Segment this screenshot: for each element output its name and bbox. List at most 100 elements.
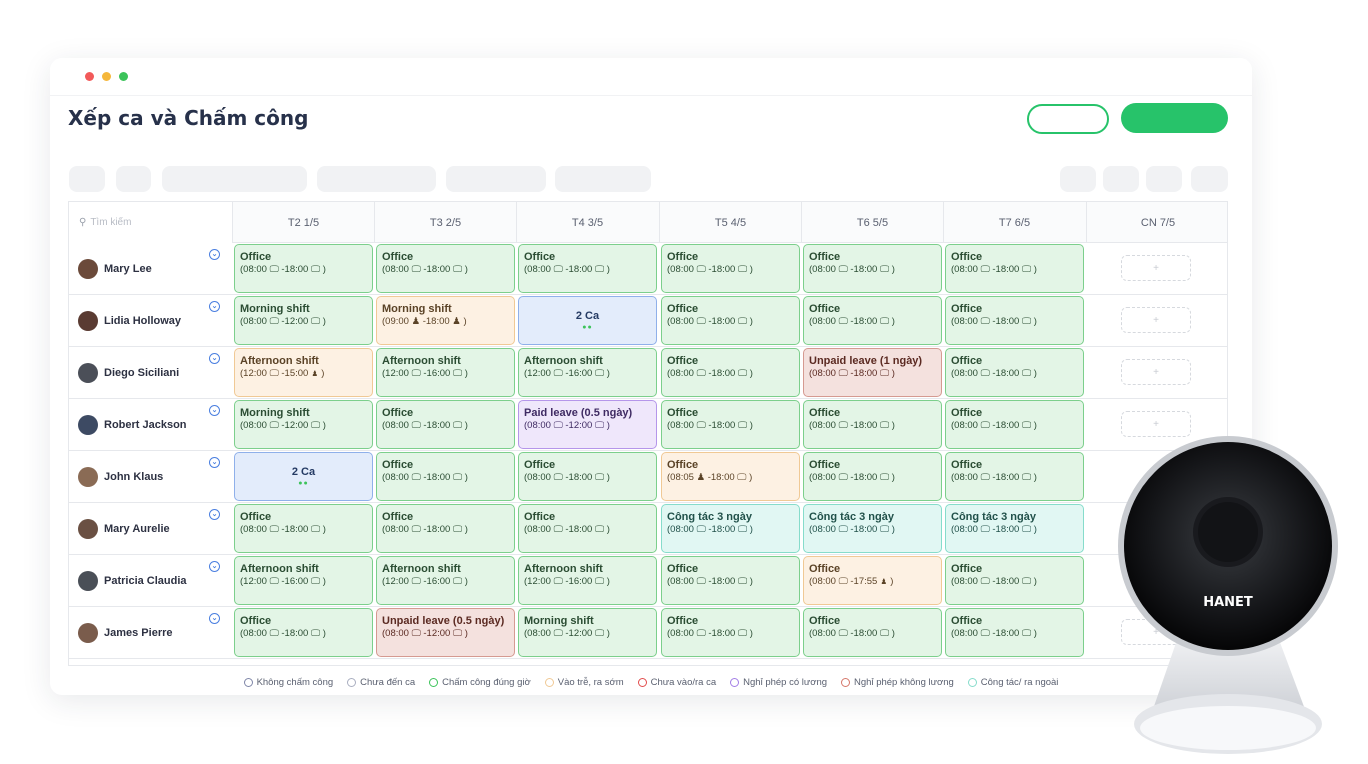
chevron-down-icon[interactable]: ⌄ xyxy=(209,509,220,520)
add-shift-button[interactable]: + xyxy=(1121,411,1191,437)
shift-cell[interactable]: Morning shift (08:00 🖵 -12:00 🖵 ) xyxy=(234,296,373,345)
shift-cell[interactable]: Afternoon shift (12:00 🖵 -16:00 🖵 ) xyxy=(376,556,515,605)
shift-cell[interactable]: Unpaid leave (0.5 ngày) (08:00 🖵 -12:00 🖵… xyxy=(376,608,515,657)
shift-cell[interactable]: Office (08:00 🖵 -18:00 🖵 ) xyxy=(661,400,800,449)
legend-item: Vào trễ, ra sớm xyxy=(544,674,624,690)
shift-title: Afternoon shift xyxy=(382,355,461,367)
shift-time: (08:00 🖵 -18:00 🖵 ) xyxy=(951,628,1037,639)
shift-cell[interactable]: Afternoon shift (12:00 🖵 -16:00 🖵 ) xyxy=(234,556,373,605)
shift-time: (08:00 🖵 -18:00 🖵 ) xyxy=(809,628,895,639)
filter-chip[interactable] xyxy=(69,166,105,192)
chevron-down-icon[interactable]: ⌄ xyxy=(209,405,220,416)
shift-cell[interactable]: Office (08:00 🖵 -18:00 🖵 ) xyxy=(376,400,515,449)
shift-time: (08:00 🖵 -18:00 🖵 ) xyxy=(667,264,753,275)
shift-cell[interactable]: Office (08:00 🖵 -18:00 🖵 ) xyxy=(803,452,942,501)
shift-cell[interactable]: Office (08:00 🖵 -18:00 🖵 ) xyxy=(376,452,515,501)
shift-cell[interactable]: Afternoon shift (12:00 🖵 -16:00 🖵 ) xyxy=(376,348,515,397)
shift-cell[interactable]: Office (08:00 🖵 -18:00 🖵 ) xyxy=(661,348,800,397)
shift-cell[interactable]: Afternoon shift (12:00 🖵 -15:00 ♟ ) xyxy=(234,348,373,397)
shift-cell[interactable]: Office (08:00 🖵 -18:00 🖵 ) xyxy=(803,400,942,449)
shift-title: Office xyxy=(951,355,983,367)
add-shift-button[interactable]: + xyxy=(1121,255,1191,281)
shift-cell[interactable]: Office (08:00 🖵 -17:55 ♟ ) xyxy=(803,556,942,605)
shift-title: Office xyxy=(951,303,983,315)
shift-cell[interactable]: Office (08:00 🖵 -18:00 🖵 ) xyxy=(518,452,657,501)
shift-cell[interactable]: Morning shift (08:00 🖵 -12:00 🖵 ) xyxy=(518,608,657,657)
shift-cell[interactable]: Paid leave (0.5 ngày) (08:00 🖵 -12:00 🖵 ) xyxy=(518,400,657,449)
toolbar-icon-button[interactable] xyxy=(1191,166,1228,192)
legend-circle-icon xyxy=(347,677,357,687)
shift-cell[interactable]: Afternoon shift (12:00 🖵 -16:00 🖵 ) xyxy=(518,348,657,397)
employee-name: Robert Jackson xyxy=(104,418,187,431)
search-input[interactable]: ⚲ Tìm kiếm xyxy=(69,202,232,243)
minimize-window-dot[interactable] xyxy=(102,72,111,81)
shift-title: Afternoon shift xyxy=(240,355,319,367)
employee-cell[interactable]: Mary Lee ⌄ xyxy=(69,243,232,294)
day-header: CN 7/5 xyxy=(1086,202,1227,243)
maximize-window-dot[interactable] xyxy=(119,72,128,81)
shift-cell[interactable]: Office (08:00 🖵 -18:00 🖵 ) xyxy=(945,244,1084,293)
shift-time: (08:00 🖵 -17:55 ♟ ) xyxy=(809,576,894,587)
shift-cell[interactable]: Office (08:00 🖵 -18:00 🖵 ) xyxy=(661,296,800,345)
employee-cell[interactable]: Robert Jackson ⌄ xyxy=(69,399,232,450)
shift-cell[interactable]: Office (08:00 🖵 -18:00 🖵 ) xyxy=(945,296,1084,345)
shift-title: Office xyxy=(524,459,556,471)
shift-cell[interactable]: Office (08:00 🖵 -18:00 🖵 ) xyxy=(661,244,800,293)
shift-cell[interactable]: Office (08:00 🖵 -18:00 🖵 ) xyxy=(376,244,515,293)
toolbar-icon-button[interactable] xyxy=(1060,166,1096,192)
employee-cell[interactable]: John Klaus ⌄ xyxy=(69,451,232,502)
filter-chip[interactable] xyxy=(446,166,546,192)
shift-cell[interactable]: Morning shift (09:00 ♟ -18:00 ♟ ) xyxy=(376,296,515,345)
shift-cell[interactable]: Office (08:00 🖵 -18:00 🖵 ) xyxy=(945,556,1084,605)
shift-cell[interactable]: Office (08:00 🖵 -18:00 🖵 ) xyxy=(518,244,657,293)
shift-cell[interactable]: Office (08:00 🖵 -18:00 🖵 ) xyxy=(234,244,373,293)
primary-action-button[interactable] xyxy=(1121,103,1228,133)
shift-cell[interactable]: Công tác 3 ngày (08:00 🖵 -18:00 🖵 ) xyxy=(945,504,1084,553)
shift-cell[interactable]: Office (08:00 🖵 -18:00 🖵 ) xyxy=(803,296,942,345)
shift-cell[interactable]: Office (08:00 🖵 -18:00 🖵 ) xyxy=(803,244,942,293)
filter-chip[interactable] xyxy=(555,166,651,192)
chevron-down-icon[interactable]: ⌄ xyxy=(209,561,220,572)
chevron-down-icon[interactable]: ⌄ xyxy=(209,353,220,364)
toolbar-icon-button[interactable] xyxy=(1146,166,1182,192)
chevron-down-icon[interactable]: ⌄ xyxy=(209,249,220,260)
add-shift-button[interactable]: + xyxy=(1121,307,1191,333)
close-window-dot[interactable] xyxy=(85,72,94,81)
shift-cell[interactable]: Office (08:00 🖵 -18:00 🖵 ) xyxy=(234,608,373,657)
shift-cell[interactable]: Office (08:00 🖵 -18:00 🖵 ) xyxy=(945,400,1084,449)
shift-cell[interactable]: Công tác 3 ngày (08:00 🖵 -18:00 🖵 ) xyxy=(803,504,942,553)
shift-cell[interactable]: Office (08:00 🖵 -18:00 🖵 ) xyxy=(803,608,942,657)
filter-chip[interactable] xyxy=(162,166,307,192)
shift-cell[interactable]: Office (08:05 ♟ -18:00 🖵 ) xyxy=(661,452,800,501)
shift-cell[interactable]: Morning shift (08:00 🖵 -12:00 🖵 ) xyxy=(234,400,373,449)
shift-cell[interactable]: Unpaid leave (1 ngày) (08:00 🖵 -18:00 🖵 ) xyxy=(803,348,942,397)
shift-cell[interactable]: Công tác 3 ngày (08:00 🖵 -18:00 🖵 ) xyxy=(661,504,800,553)
shift-cell[interactable]: Office (08:00 🖵 -18:00 🖵 ) xyxy=(234,504,373,553)
employee-cell[interactable]: Diego Siciliani ⌄ xyxy=(69,347,232,398)
chevron-down-icon[interactable]: ⌄ xyxy=(209,613,220,624)
shift-cell[interactable]: Afternoon shift (12:00 🖵 -16:00 🖵 ) xyxy=(518,556,657,605)
filter-chip[interactable] xyxy=(116,166,151,192)
shift-cell[interactable]: 2 Ca ●● xyxy=(234,452,373,501)
shift-cell[interactable]: Office (08:00 🖵 -18:00 🖵 ) xyxy=(661,556,800,605)
shift-cell[interactable]: Office (08:00 🖵 -18:00 🖵 ) xyxy=(945,608,1084,657)
chevron-down-icon[interactable]: ⌄ xyxy=(209,301,220,312)
shift-cell[interactable]: Office (08:00 🖵 -18:00 🖵 ) xyxy=(945,348,1084,397)
legend-circle-icon xyxy=(637,677,647,687)
employee-cell[interactable]: Lidia Holloway ⌄ xyxy=(69,295,232,346)
chevron-down-icon[interactable]: ⌄ xyxy=(209,457,220,468)
shift-cell[interactable]: Office (08:00 🖵 -18:00 🖵 ) xyxy=(945,452,1084,501)
legend-item: Nghỉ phép có lương xyxy=(730,674,827,690)
secondary-action-button[interactable] xyxy=(1027,104,1109,134)
shift-cell[interactable]: Office (08:00 🖵 -18:00 🖵 ) xyxy=(518,504,657,553)
employee-cell[interactable]: Patricia Claudia ⌄ xyxy=(69,555,232,606)
shift-cell[interactable]: Office (08:00 🖵 -18:00 🖵 ) xyxy=(661,608,800,657)
shift-cell[interactable]: Office (08:00 🖵 -18:00 🖵 ) xyxy=(376,504,515,553)
add-shift-button[interactable]: + xyxy=(1121,359,1191,385)
filter-chip[interactable] xyxy=(317,166,436,192)
employee-name: John Klaus xyxy=(104,470,164,483)
employee-cell[interactable]: James Pierre ⌄ xyxy=(69,607,232,658)
employee-cell[interactable]: Mary Aurelie ⌄ xyxy=(69,503,232,554)
toolbar-icon-button[interactable] xyxy=(1103,166,1139,192)
shift-cell[interactable]: 2 Ca ●● xyxy=(518,296,657,345)
